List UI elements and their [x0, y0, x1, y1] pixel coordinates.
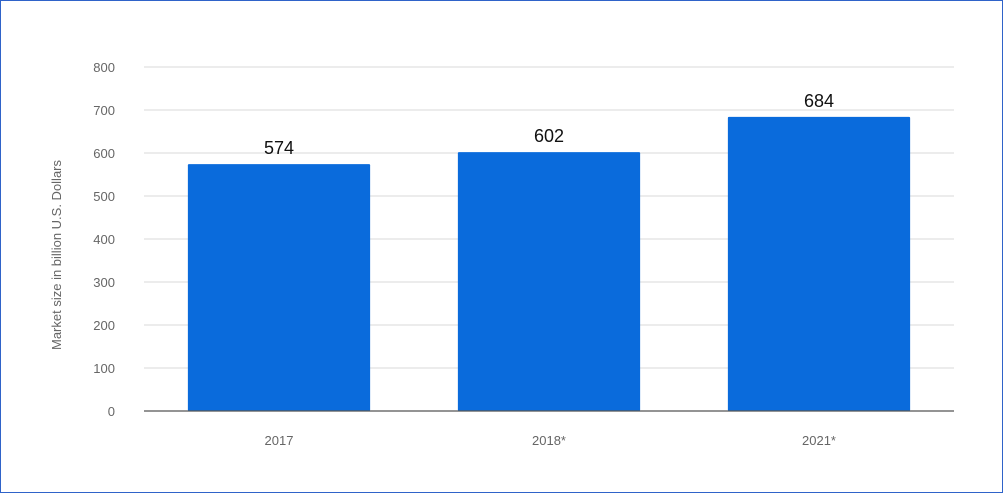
y-tick-label: 200 — [93, 318, 115, 333]
bar — [187, 164, 371, 411]
y-tick-label: 600 — [93, 146, 115, 161]
data-labels: 574 602 684 — [264, 91, 834, 158]
y-tick-label: 100 — [93, 361, 115, 376]
x-tick-label: 2018* — [532, 433, 566, 448]
y-tick-label: 0 — [108, 404, 115, 419]
data-label: 574 — [264, 138, 294, 158]
bars — [187, 116, 911, 411]
y-axis-ticks: 0 100 200 300 400 500 600 700 800 — [93, 60, 115, 419]
y-tick-label: 800 — [93, 60, 115, 75]
y-axis-label: Market size in billion U.S. Dollars — [49, 160, 64, 351]
x-axis-ticks: 2017 2018* 2021* — [265, 433, 836, 448]
y-tick-label: 700 — [93, 103, 115, 118]
x-tick-label: 2021* — [802, 433, 836, 448]
bar — [457, 152, 641, 411]
data-label: 602 — [534, 126, 564, 146]
bar — [727, 116, 911, 411]
y-tick-label: 400 — [93, 232, 115, 247]
y-tick-label: 500 — [93, 189, 115, 204]
data-label: 684 — [804, 91, 834, 111]
y-tick-label: 300 — [93, 275, 115, 290]
x-tick-label: 2017 — [265, 433, 294, 448]
